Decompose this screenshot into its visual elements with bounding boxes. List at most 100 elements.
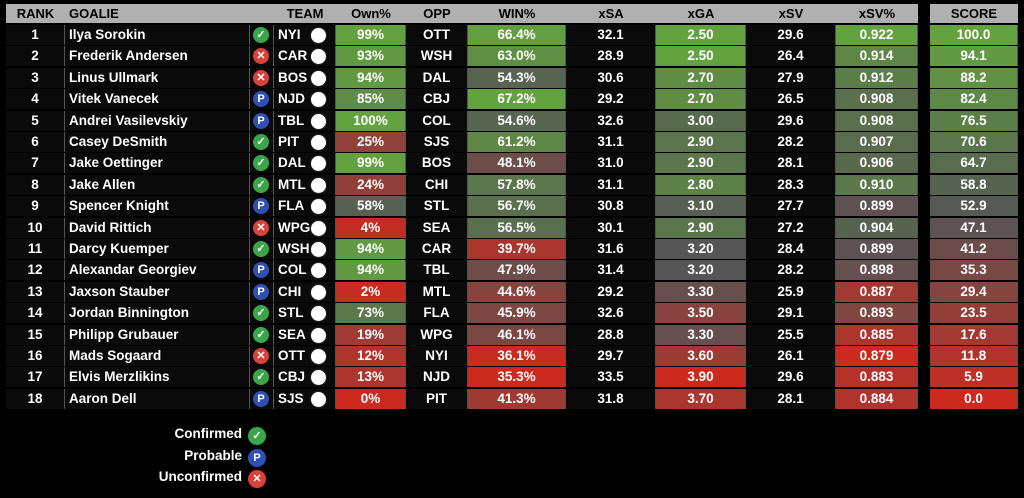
goalie-cell: Linus Ullmark <box>65 67 250 88</box>
rank-cell: 9 <box>6 196 65 217</box>
xsa-cell: 28.8 <box>566 324 656 345</box>
own-cell: 25% <box>336 132 406 152</box>
xsa-cell: 29.2 <box>566 281 656 302</box>
xsv-cell: 28.2 <box>746 260 836 281</box>
win-cell: 46.1% <box>468 324 566 345</box>
xsv-cell: 25.5 <box>746 324 836 345</box>
probable-status-icon: P <box>248 448 266 467</box>
xsvp-cell: 0.908 <box>836 110 918 131</box>
rank-cell: 16 <box>6 346 65 366</box>
score-cell: 76.5 <box>930 110 1018 131</box>
team-logo-icon <box>310 283 327 301</box>
status-cell: ✕ <box>250 67 274 88</box>
xsv-cell: 26.4 <box>746 46 836 67</box>
score-cell: 0.0 <box>930 388 1018 409</box>
score-cell: 52.9 <box>930 196 1018 217</box>
win-cell: 47.9% <box>468 260 566 281</box>
column-header: OPP <box>423 6 451 21</box>
xsa-cell: 30.1 <box>566 217 656 238</box>
opp-cell: SJS <box>406 132 468 152</box>
opp-cell: CAR <box>406 239 468 259</box>
opp-cell: SEA <box>406 217 468 238</box>
xga-cell: 2.90 <box>656 153 746 174</box>
team-cell: COL <box>274 260 336 281</box>
xsvp-cell: 0.914 <box>836 46 918 67</box>
team-cell: NYI <box>274 25 336 45</box>
xsv-cell: 28.1 <box>746 153 836 174</box>
table-row: 10 David Rittich ✕ WPG 4% SEA 56.5% 30.1 2.90 27.… <box>6 217 1018 239</box>
rank-cell: 5 <box>6 110 65 131</box>
confirmed-status-icon: ✓ <box>253 305 269 322</box>
team-abbr: CAR <box>278 48 308 64</box>
xsv-cell: 28.4 <box>746 239 836 259</box>
table-row: 17 Elvis Merzlikins ✓ CBJ 13% NJD 35.3% 33.5 3.9… <box>6 367 1018 388</box>
status-cell: P <box>250 388 274 409</box>
own-cell: 13% <box>336 367 406 388</box>
team-abbr: OTT <box>278 348 305 363</box>
xga-cell: 2.50 <box>656 46 746 67</box>
table-row: 8 Jake Allen ✓ MTL 24% CHI 57.8% 31.1 2.80 28.3 0.… <box>6 174 1018 196</box>
probable-status-icon: P <box>253 283 269 300</box>
status-cell: ✓ <box>250 239 274 259</box>
team-abbr: FLA <box>278 198 305 214</box>
confirmed-status-icon: ✓ <box>253 176 269 193</box>
xsv-cell: 28.1 <box>746 388 836 409</box>
team-cell: PIT <box>274 132 336 152</box>
status-cell: ✓ <box>250 324 274 345</box>
status-cell: ✓ <box>250 303 274 324</box>
status-cell: ✓ <box>250 153 274 174</box>
xsvp-cell: 0.879 <box>836 346 918 366</box>
confirmed-status-icon: ✓ <box>253 369 269 386</box>
xsa-cell: 31.1 <box>566 174 656 195</box>
xsvp-cell: 0.899 <box>836 196 918 217</box>
team-cell: BOS <box>274 67 336 88</box>
probable-status-icon: P <box>253 262 269 279</box>
column-header: Own% <box>351 6 391 21</box>
status-cell: P <box>250 260 274 281</box>
team-logo-icon <box>310 134 327 151</box>
win-cell: 56.7% <box>468 196 566 217</box>
xsv-cell: 25.9 <box>746 281 836 302</box>
score-cell: 47.1 <box>930 217 1018 238</box>
rank-cell: 7 <box>6 153 65 174</box>
status-cell: P <box>250 89 274 110</box>
team-cell: WSH <box>274 239 336 259</box>
confirmed-status-icon: ✓ <box>253 241 269 257</box>
team-cell: DAL <box>274 153 336 174</box>
own-cell: 73% <box>336 303 406 324</box>
rank-cell: 2 <box>6 46 65 67</box>
rank-cell: 6 <box>6 132 65 152</box>
xsv-cell: 29.6 <box>746 367 836 388</box>
team-logo-icon <box>310 219 327 237</box>
win-cell: 45.9% <box>468 303 566 324</box>
rank-cell: 18 <box>6 388 65 409</box>
own-cell: 94% <box>336 239 406 259</box>
win-cell: 44.6% <box>468 281 566 302</box>
xsv-cell: 29.6 <box>746 110 836 131</box>
goalie-cell: Ilya Sorokin <box>65 25 250 45</box>
xsvp-cell: 0.922 <box>836 25 918 45</box>
goalie-cell: Philipp Grubauer <box>65 324 250 345</box>
legend-item: Confirmed ✓ <box>150 426 270 446</box>
column-header: RANK <box>16 6 55 21</box>
team-cell: CBJ <box>274 367 336 388</box>
table-header: RANK GOALIE TEAM Own% OPP WIN% xSA xGA xSV xSV% <box>6 4 918 23</box>
status-cell: ✓ <box>250 367 274 388</box>
xsa-cell: 32.6 <box>566 110 656 131</box>
own-cell: 4% <box>336 217 406 238</box>
win-cell: 66.4% <box>468 25 566 45</box>
opp-cell: COL <box>406 110 468 131</box>
status-cell: ✕ <box>250 46 274 67</box>
score-cell: 41.2 <box>930 239 1018 259</box>
xsa-cell: 32.1 <box>566 25 656 45</box>
team-cell: SJS <box>274 388 336 409</box>
xga-cell: 3.50 <box>656 303 746 324</box>
xga-cell: 2.70 <box>656 89 746 110</box>
xga-cell: 3.30 <box>656 281 746 302</box>
own-cell: 94% <box>336 67 406 88</box>
confirmed-status-icon: ✓ <box>253 326 269 343</box>
xsa-cell: 31.4 <box>566 260 656 281</box>
xsa-cell: 31.6 <box>566 239 656 259</box>
score-cell: 35.3 <box>930 260 1018 281</box>
opp-cell: NJD <box>406 367 468 388</box>
